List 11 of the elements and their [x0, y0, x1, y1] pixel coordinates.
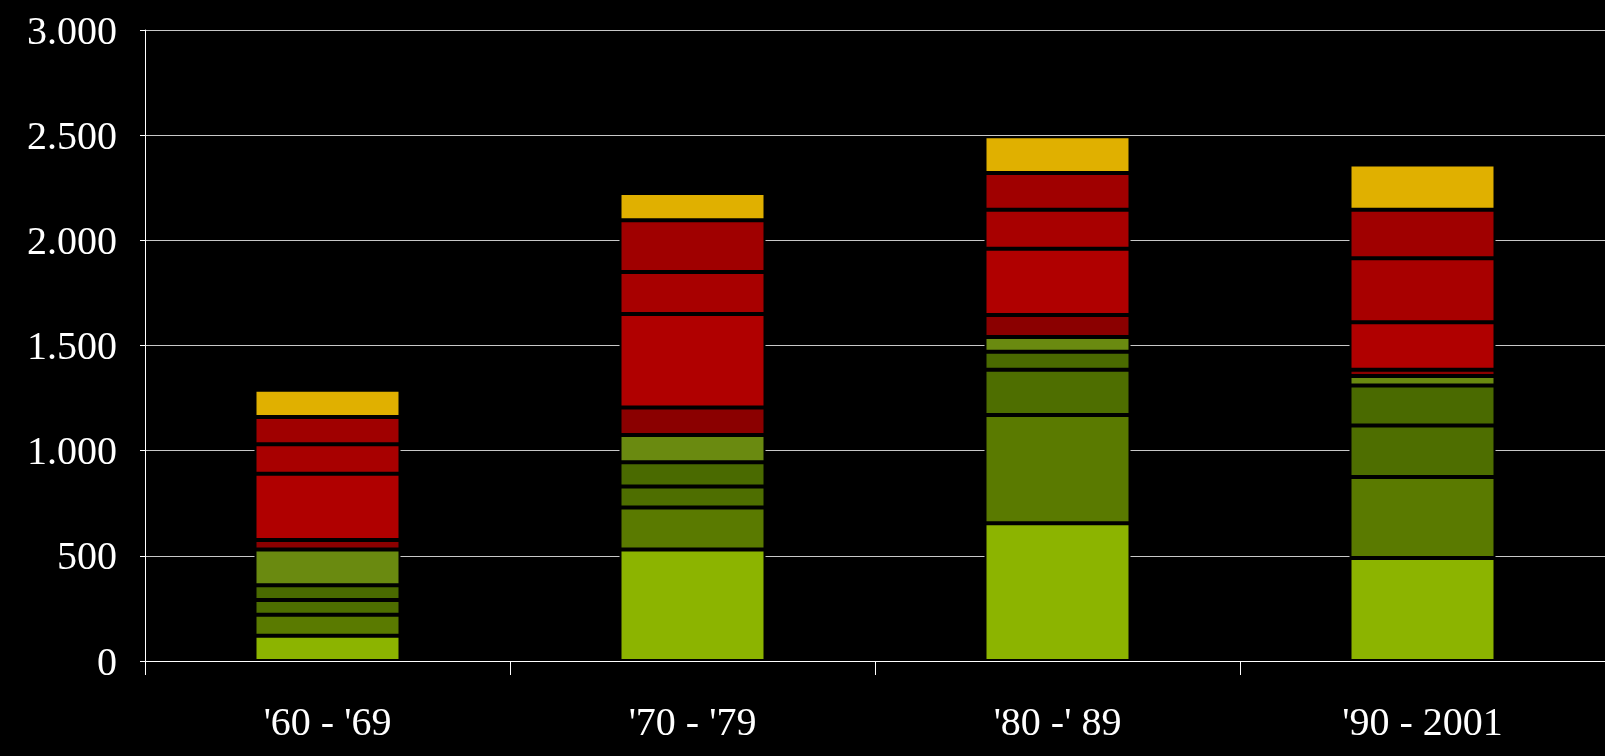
y-tick-label: 2.500: [27, 112, 117, 158]
x-tick-label: '80 -' 89: [993, 698, 1122, 744]
x-tick-label: '60 - '69: [263, 698, 392, 744]
y-tick-label: 2.000: [27, 217, 117, 263]
y-tick-label: 1.500: [27, 323, 117, 368]
x-tick-label: '90 - 2001: [1342, 698, 1503, 744]
y-tick-label: 0: [97, 638, 117, 684]
y-tick-label: 3.000: [27, 7, 117, 53]
x-tick-label: '70 - '79: [628, 698, 757, 744]
y-tick-label: 500: [57, 533, 117, 579]
y-tick-label: 1.000: [27, 428, 117, 474]
